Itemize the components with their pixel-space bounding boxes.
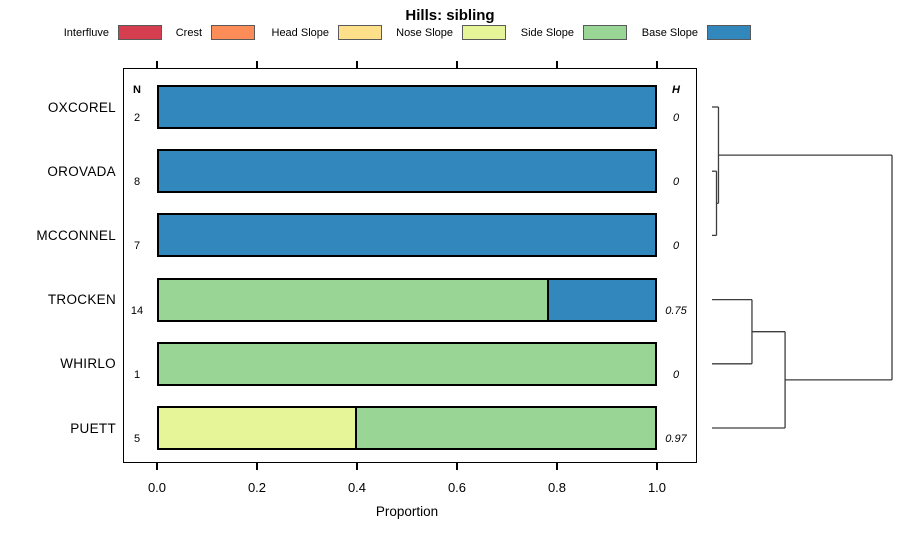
- side-slope-swatch-icon: [583, 25, 627, 40]
- bar-segment-nose-slope: [159, 408, 357, 448]
- x-tick-label: 0.8: [547, 480, 567, 495]
- x-tick-label: 1.0: [647, 480, 667, 495]
- legend-label: Crest: [175, 27, 202, 39]
- x-tick-top: [456, 61, 458, 68]
- h-value-orovada: 0: [672, 176, 680, 189]
- h-value-whirlo: 0: [672, 368, 680, 381]
- nose-slope-swatch-icon: [462, 25, 506, 40]
- h-value-oxcorel: 0: [672, 112, 680, 124]
- legend-label: Interfluve: [63, 27, 109, 39]
- n-column-header: N: [133, 84, 141, 96]
- h-value-trocken: 0.75: [665, 304, 687, 317]
- x-tick-label: 0.0: [147, 480, 167, 495]
- row-label-oxcorel: OXCOREL: [47, 99, 116, 115]
- row-label-puett: PUETT: [70, 420, 116, 436]
- legend-label: Nose Slope: [396, 27, 453, 39]
- row-label-mcconnel: MCCONNEL: [36, 227, 116, 243]
- legend-label: Side Slope: [520, 27, 574, 39]
- legend-item-base-slope: Base Slope: [642, 25, 751, 40]
- h-column-header: H: [672, 84, 680, 96]
- bar-segment-base-slope: [159, 215, 655, 256]
- x-tick-label: 0.4: [347, 480, 367, 495]
- x-tick-top: [656, 61, 658, 68]
- x-axis-title: Proportion: [375, 504, 439, 519]
- x-tick-top: [156, 61, 158, 68]
- row-label-whirlo: WHIRLO: [60, 356, 116, 372]
- bar-segment-side-slope: [159, 343, 655, 384]
- row-label-trocken: TROCKEN: [47, 292, 116, 308]
- x-tick-label: 0.6: [447, 480, 467, 495]
- legend-label: Head Slope: [271, 27, 330, 39]
- n-value-oxcorel: 2: [133, 112, 141, 124]
- crest-swatch-icon: [211, 25, 255, 40]
- x-tick-bottom: [256, 463, 258, 470]
- bar-oxcorel: [157, 85, 657, 129]
- plot-frame: [123, 68, 697, 463]
- x-tick-bottom: [556, 463, 558, 470]
- legend-item-crest: Crest: [176, 25, 255, 40]
- bar-puett: [157, 406, 657, 450]
- chart-title: Hills: sibling: [405, 7, 495, 24]
- x-tick-bottom: [356, 463, 358, 470]
- x-tick-bottom: [156, 463, 158, 470]
- legend-item-head-slope: Head Slope: [272, 25, 382, 40]
- n-value-trocken: 14: [130, 304, 144, 317]
- x-tick-label: 0.2: [247, 480, 267, 495]
- legend-item-nose-slope: Nose Slope: [396, 25, 506, 40]
- bar-mcconnel: [157, 213, 657, 258]
- legend-item-side-slope: Side Slope: [521, 25, 627, 40]
- x-tick-top: [356, 61, 358, 68]
- n-value-puett: 5: [133, 433, 141, 445]
- row-label-orovada: OROVADA: [47, 163, 116, 179]
- n-value-whirlo: 1: [133, 368, 141, 381]
- n-value-orovada: 8: [133, 176, 141, 189]
- x-tick-top: [556, 61, 558, 68]
- h-value-mcconnel: 0: [672, 240, 680, 253]
- x-tick-top: [256, 61, 258, 68]
- bar-segment-base-slope: [159, 151, 655, 192]
- legend-label: Base Slope: [641, 27, 698, 39]
- h-value-puett: 0.97: [665, 433, 687, 445]
- bar-whirlo: [157, 341, 657, 386]
- n-value-mcconnel: 7: [133, 240, 141, 253]
- x-tick-bottom: [456, 463, 458, 470]
- base-slope-swatch-icon: [707, 25, 751, 40]
- bar-segment-base-slope: [549, 279, 655, 320]
- bar-trocken: [157, 277, 657, 322]
- bar-segment-base-slope: [159, 87, 655, 127]
- bar-segment-side-slope: [357, 408, 655, 448]
- legend-item-interfluve: Interfluve: [64, 25, 162, 40]
- interfluve-swatch-icon: [118, 25, 162, 40]
- bar-orovada: [157, 149, 657, 194]
- x-tick-bottom: [656, 463, 658, 470]
- head-slope-swatch-icon: [338, 25, 382, 40]
- bar-segment-side-slope: [159, 279, 549, 320]
